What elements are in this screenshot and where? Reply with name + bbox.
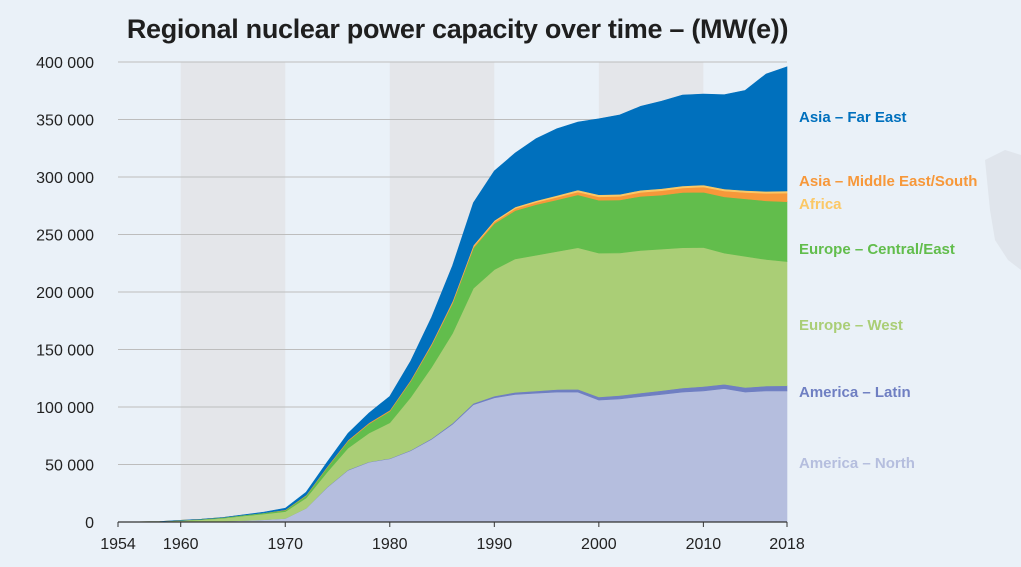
x-tick-label: 2000: [581, 536, 617, 553]
y-tick-label: 350 000: [36, 113, 94, 130]
legend: Asia – Far East Asia – Middle East/South A…: [799, 109, 977, 472]
legend-america-latin: America – Latin: [799, 384, 911, 401]
x-tick-label: 1960: [163, 536, 199, 553]
chart-title: Regional nuclear power capacity over tim…: [126, 14, 789, 44]
y-tick-label: 0: [85, 515, 94, 532]
x-tick-label: 1970: [267, 536, 303, 553]
y-tick-label: 150 000: [36, 343, 94, 360]
legend-asia-far-east: Asia – Far East: [799, 109, 907, 126]
x-tick-label: 2010: [686, 536, 722, 553]
y-tick-label: 100 000: [36, 400, 94, 417]
area-series: [117, 66, 788, 523]
x-tick-label: 1980: [372, 536, 408, 553]
y-tick-label: 250 000: [36, 228, 94, 245]
y-tick-label: 300 000: [36, 170, 94, 187]
legend-europe-west: Europe – West: [799, 317, 903, 334]
y-tick-label: 200 000: [36, 285, 94, 302]
y-tick-label: 400 000: [36, 55, 94, 72]
x-tick-label: 2018: [769, 536, 805, 553]
legend-asia-middle-east-south: Asia – Middle East/South: [799, 173, 977, 190]
legend-america-north: America – North: [799, 455, 915, 472]
area-asia-far-east: [117, 66, 788, 523]
map-shape: [985, 150, 1021, 270]
x-tick-label: 1954: [100, 536, 136, 553]
background-map-decoration: [985, 150, 1021, 270]
y-tick-label: 50 000: [45, 458, 94, 475]
x-tick-label: 1990: [477, 536, 513, 553]
y-axis-ticks: 0 50 000 100 000 150 000 200 000 250 000 300 0…: [36, 55, 94, 532]
legend-africa: Africa: [799, 196, 842, 213]
legend-europe-central-east: Europe – Central/East: [799, 241, 955, 258]
x-axis-ticks: 1954 1960 1970 1980 1990 2000 2010 2018: [100, 522, 805, 553]
